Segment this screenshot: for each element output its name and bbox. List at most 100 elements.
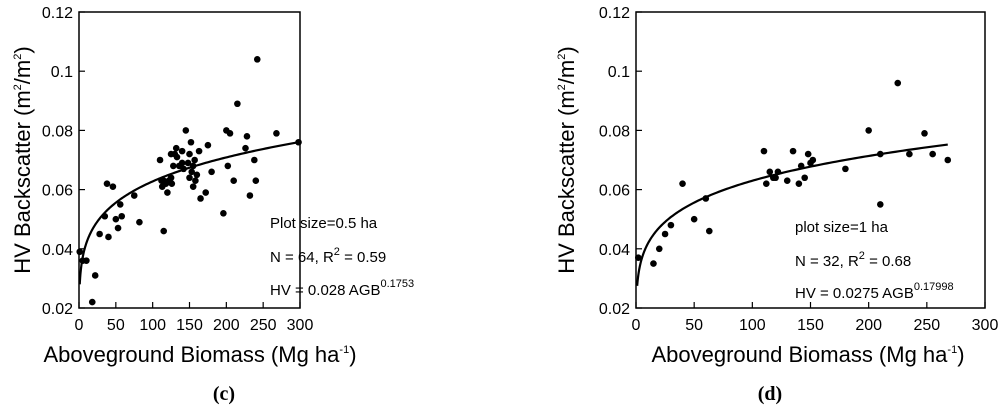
data-point <box>243 133 251 140</box>
annotation-equation: HV = 0.0275 AGB0.17998 <box>795 281 954 302</box>
y-axis-label: HV Backscatter (m2/m2) <box>10 46 35 273</box>
data-point <box>197 195 204 202</box>
data-point <box>164 189 171 196</box>
annotation-plot-size: Plot size=0.5 ha <box>270 215 378 232</box>
annotation-exponent: 0.17998 <box>914 281 954 293</box>
y-axis-label-mid: /m <box>10 60 35 84</box>
data-point <box>178 147 186 155</box>
x-axis-label-sup: -1 <box>339 344 349 356</box>
annotation-r2-value: = 0.59 <box>340 249 386 266</box>
data-point <box>679 180 686 187</box>
data-point <box>178 159 186 167</box>
fit-curve <box>636 143 948 286</box>
y-ticks: 0.02 0.04 0.06 0.08 0.1 0.12 <box>42 5 85 318</box>
data-point <box>242 144 249 152</box>
y-axis-label-text: HV Backscatter (m <box>10 90 35 273</box>
data-point <box>655 245 663 253</box>
y-tick-label: 0.02 <box>599 301 630 318</box>
panel-caption: (d) <box>758 383 782 405</box>
x-ticks: 0 50 100 150 200 250 300 <box>632 302 998 334</box>
data-point <box>865 127 872 134</box>
data-point <box>96 230 103 238</box>
y-axis-label-text: HV Backscatter (m <box>554 90 579 273</box>
data-point <box>774 168 782 176</box>
data-points <box>635 79 952 267</box>
data-point <box>894 79 902 87</box>
panel-c: 0.02 0.04 0.06 0.08 0.1 0.12 0 50 100 150 200 250 3… <box>10 5 414 405</box>
data-point <box>193 171 201 179</box>
x-axis-label: Aboveground Biomass (Mg ha-1) <box>43 342 356 367</box>
data-point <box>184 159 192 167</box>
data-point <box>186 174 193 182</box>
data-point <box>295 138 302 146</box>
data-point <box>801 174 808 182</box>
data-point <box>224 162 232 170</box>
data-point <box>650 260 657 267</box>
data-point <box>130 192 138 199</box>
x-tick-label: 0 <box>75 317 84 334</box>
y-tick-label: 0.12 <box>599 5 630 22</box>
data-point <box>91 272 99 279</box>
x-tick-label: 150 <box>176 317 203 334</box>
x-tick-label: 300 <box>287 317 314 334</box>
data-point <box>251 156 258 164</box>
data-point <box>809 156 817 164</box>
y-tick-label: 0.08 <box>599 123 630 140</box>
y-tick-label: 0.02 <box>42 301 73 318</box>
data-point <box>88 298 96 306</box>
data-point <box>160 227 168 235</box>
data-point <box>112 215 120 223</box>
data-point <box>921 130 928 137</box>
y-tick-label: 0.08 <box>42 123 73 140</box>
y-axis-label-sup1: 2 <box>556 84 568 90</box>
data-point <box>760 147 768 155</box>
x-tick-label: 150 <box>797 317 824 334</box>
data-point <box>187 138 195 146</box>
data-point <box>804 150 812 158</box>
y-tick-label: 0.12 <box>42 5 73 22</box>
data-point <box>195 147 203 155</box>
plot-frame <box>78 11 301 309</box>
data-point <box>789 147 797 155</box>
data-point <box>234 100 241 108</box>
data-point <box>192 177 199 185</box>
annotation-n-r2-text: N = 32, R <box>795 253 859 270</box>
y-axis-label-sup2: 2 <box>12 54 24 60</box>
data-point <box>182 127 190 134</box>
data-point <box>105 233 112 241</box>
data-point <box>783 177 791 185</box>
y-axis-label-mid: /m <box>554 60 579 84</box>
annotation-exponent: 0.1753 <box>381 278 415 290</box>
data-point <box>842 165 849 173</box>
data-point <box>172 144 180 152</box>
x-axis-label-text: Aboveground Biomass (Mg ha <box>651 342 948 367</box>
data-point <box>189 183 197 190</box>
x-tick-label: 250 <box>913 317 940 334</box>
data-point <box>189 162 197 170</box>
x-tick-label: 100 <box>139 317 166 334</box>
data-point <box>202 189 210 196</box>
data-point <box>220 209 227 217</box>
data-point <box>226 130 234 137</box>
x-axis-label-text: Aboveground Biomass (Mg ha <box>43 342 340 367</box>
x-tick-label: 50 <box>685 317 703 334</box>
data-point <box>929 150 936 158</box>
data-point <box>101 212 109 220</box>
x-tick-label: 200 <box>855 317 882 334</box>
data-point <box>877 201 884 208</box>
data-point <box>103 180 111 187</box>
data-point <box>273 130 280 137</box>
panel-caption: (c) <box>213 383 235 405</box>
y-axis-label-sup2: 2 <box>556 54 568 60</box>
annotation-n-r2-text: N = 64, R <box>270 249 334 266</box>
data-point <box>877 150 884 158</box>
data-point <box>188 168 196 176</box>
data-point <box>797 162 805 170</box>
x-tick-label: 250 <box>250 317 277 334</box>
data-point <box>661 230 669 238</box>
data-points <box>76 56 302 306</box>
data-point <box>795 180 803 187</box>
panel-d: 0.02 0.04 0.06 0.08 0.1 0.12 0 50 100 150 200 250 3… <box>554 5 998 405</box>
data-point <box>208 168 215 176</box>
data-point <box>906 150 913 158</box>
